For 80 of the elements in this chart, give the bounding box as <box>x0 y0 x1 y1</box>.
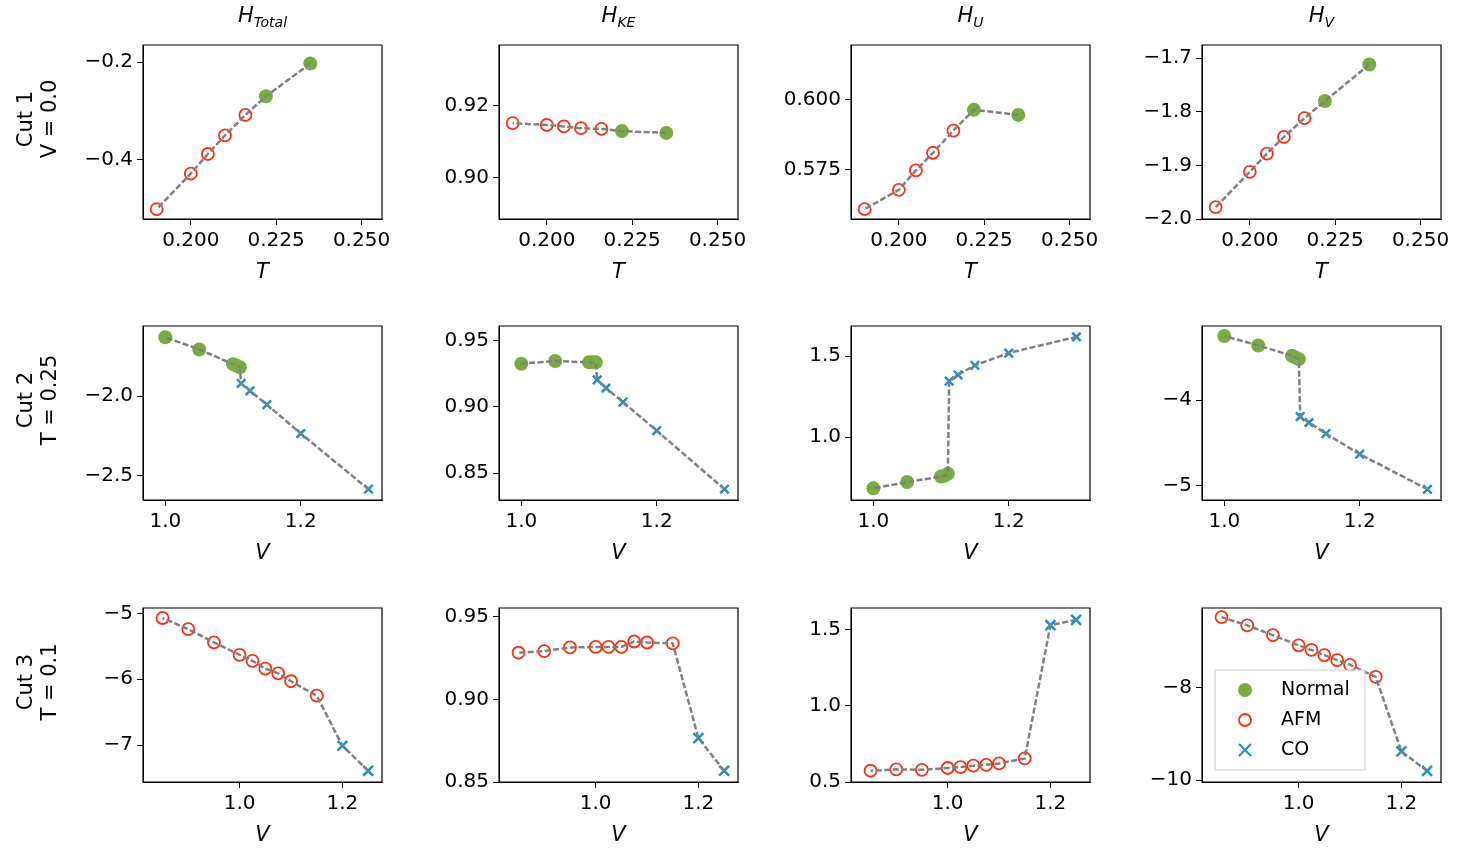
y-tick-label: −2.0 <box>1143 205 1192 230</box>
x-axis-title: T <box>1315 258 1331 283</box>
y-axis-title: Cut 2 T = 0.25 <box>12 354 62 446</box>
x-tick-label: 0.225 <box>247 227 305 252</box>
chart-title: H$_{KE}$ <box>600 3 637 31</box>
x-tick-label: 0.200 <box>162 227 220 252</box>
y-tick-label: −4 <box>1162 386 1192 411</box>
x-tick-label: 1.0 <box>1282 790 1315 815</box>
x-tick-label: 1.2 <box>992 508 1025 533</box>
x-tick-label: 1.0 <box>931 790 964 815</box>
x-tick-label: 1.0 <box>149 508 182 533</box>
legend-label: AFM <box>1281 706 1322 729</box>
y-tick-label: −1.8 <box>1143 97 1192 122</box>
x-tick-label: 0.225 <box>955 227 1013 252</box>
y-axis-title: Cut 3 T = 0.1 <box>12 643 62 721</box>
x-tick-label: 1.2 <box>682 790 715 815</box>
y-tick-label: −0.2 <box>84 48 133 73</box>
x-tick-label: 0.250 <box>332 227 391 252</box>
chart-title: H$_{Total}$ <box>236 3 289 31</box>
x-axis-title: V <box>963 539 980 564</box>
x-tick-label: 1.2 <box>640 508 673 533</box>
x-tick-label: 1.2 <box>1034 790 1067 815</box>
x-tick-label: 0.225 <box>1306 227 1364 252</box>
y-tick-label: −7 <box>103 731 133 756</box>
x-tick-label: 0.200 <box>518 227 576 252</box>
y-tick-label: 0.90 <box>444 163 489 188</box>
y-tick-label: −2.0 <box>84 382 133 407</box>
x-tick-label: 0.250 <box>1040 227 1099 252</box>
x-tick-label: 0.225 <box>603 227 661 252</box>
y-tick-label: 0.85 <box>444 768 489 793</box>
x-tick-label: 1.0 <box>579 790 612 815</box>
y-tick-label: 1.0 <box>809 692 841 717</box>
x-tick-label: 0.200 <box>870 227 928 252</box>
x-tick-label: 1.2 <box>1343 508 1376 533</box>
chart-title: H$_{U}$ <box>956 3 985 31</box>
y-tick-label: 0.95 <box>444 327 489 352</box>
y-tick-label: 0.5 <box>809 768 841 793</box>
y-axis-title: Cut 1 V = 0.0 <box>12 79 62 159</box>
x-tick-label: 0.200 <box>1221 227 1279 252</box>
y-tick-label: 0.92 <box>444 91 489 116</box>
y-tick-label: 0.90 <box>444 685 489 710</box>
y-tick-label: −5 <box>1162 472 1192 497</box>
y-tick-label: −8 <box>1162 673 1192 698</box>
y-tick-label: 0.95 <box>444 603 489 628</box>
x-axis-title: V <box>255 539 272 564</box>
y-tick-label: −1.7 <box>1143 44 1192 69</box>
y-tick-label: 0.85 <box>444 459 489 484</box>
x-axis-title: V <box>611 821 628 846</box>
x-tick-label: 1.2 <box>326 790 359 815</box>
y-tick-label: 0.575 <box>783 155 841 180</box>
y-tick-label: 1.0 <box>809 423 841 448</box>
y-tick-label: −0.4 <box>84 146 133 171</box>
x-axis-title: V <box>255 821 272 846</box>
x-tick-label: 1.0 <box>505 508 538 533</box>
legend-label: Normal <box>1281 676 1350 699</box>
y-tick-label: 1.5 <box>809 342 841 367</box>
x-axis-title: V <box>611 539 628 564</box>
x-tick-label: 1.0 <box>223 790 256 815</box>
x-tick-label: 0.250 <box>1391 227 1450 252</box>
x-axis-title: V <box>963 821 980 846</box>
x-tick-label: 1.0 <box>857 508 890 533</box>
x-axis-title: T <box>964 258 980 283</box>
y-tick-label: −6 <box>103 665 133 690</box>
x-tick-label: 0.250 <box>688 227 747 252</box>
y-tick-label: 0.600 <box>783 85 841 110</box>
y-tick-label: 0.90 <box>444 393 489 418</box>
y-tick-label: 1.5 <box>809 615 841 640</box>
y-tick-label: −10 <box>1149 766 1192 791</box>
x-axis-title: V <box>1314 539 1331 564</box>
y-tick-label: −5 <box>103 599 133 624</box>
chart-title: H$_{V}$ <box>1307 3 1336 31</box>
x-axis-title: V <box>1314 821 1331 846</box>
x-axis-title: T <box>256 258 272 283</box>
x-tick-label: 1.2 <box>1385 790 1418 815</box>
legend-label: CO <box>1281 736 1310 759</box>
y-tick-label: −1.9 <box>1143 151 1192 176</box>
x-tick-label: 1.0 <box>1208 508 1241 533</box>
x-axis-title: T <box>612 258 628 283</box>
x-tick-label: 1.2 <box>284 508 317 533</box>
y-tick-label: −2.5 <box>84 461 133 486</box>
